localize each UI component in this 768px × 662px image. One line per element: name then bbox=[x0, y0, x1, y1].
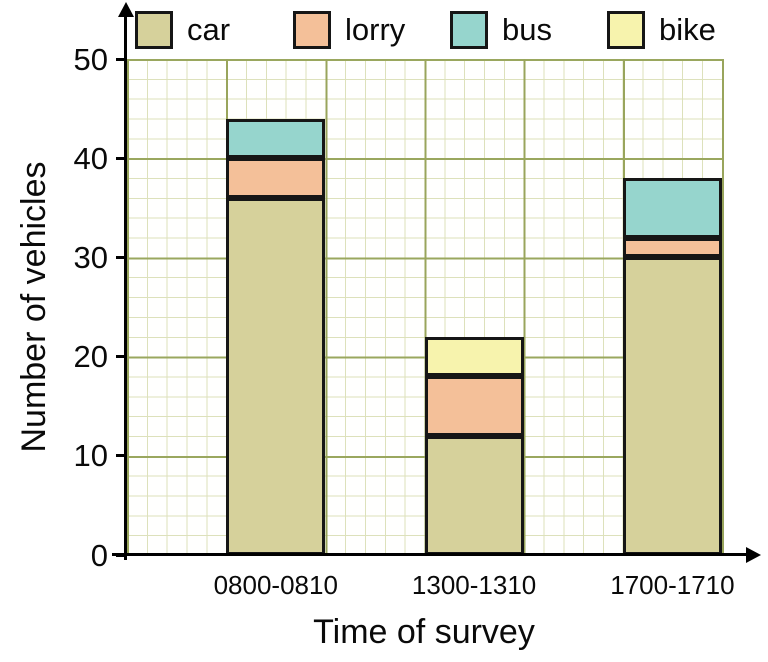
y-tick-30 bbox=[116, 255, 126, 259]
bar-segment-0800-0810-lorry bbox=[226, 158, 326, 198]
y-tick-label-30: 30 bbox=[73, 239, 108, 275]
bar-segment-1700-1710-lorry bbox=[622, 237, 722, 258]
y-tick-40 bbox=[116, 156, 126, 160]
x-axis-title: Time of survey bbox=[313, 613, 535, 651]
y-tick-label-10: 10 bbox=[73, 438, 108, 474]
bar-0800-0810 bbox=[226, 118, 326, 555]
legend-label-lorry: lorry bbox=[345, 12, 406, 47]
bar-1300-1310 bbox=[424, 336, 524, 555]
bar-segment-0800-0810-bus bbox=[226, 118, 326, 159]
bar-segment-0800-0810-car bbox=[226, 197, 326, 555]
y-tick-0 bbox=[116, 553, 126, 557]
x-axis-line bbox=[112, 553, 748, 556]
bar-segment-1300-1310-lorry bbox=[424, 376, 524, 436]
x-category-label-1300-1310: 1300-1310 bbox=[411, 570, 537, 600]
bar-segment-1700-1710-car bbox=[622, 257, 722, 555]
bar-segment-1300-1310-bike bbox=[424, 336, 524, 377]
bike-swatch bbox=[607, 11, 645, 49]
y-tick-50 bbox=[116, 57, 126, 61]
y-tick-10 bbox=[116, 454, 126, 458]
legend-label-bus: bus bbox=[502, 12, 552, 47]
bus-swatch bbox=[450, 11, 488, 49]
plot-area bbox=[127, 59, 724, 555]
bar-1700-1710 bbox=[622, 178, 722, 555]
legend-label-bike: bike bbox=[659, 12, 716, 47]
y-axis-line bbox=[124, 14, 127, 560]
legend-label-car: car bbox=[187, 12, 231, 47]
y-tick-20 bbox=[116, 355, 126, 359]
x-category-label-1700-1710: 1700-1710 bbox=[610, 570, 735, 600]
bar-segment-1300-1310-car bbox=[424, 435, 524, 555]
y-tick-label-0: 0 bbox=[90, 537, 108, 573]
y-axis-arrow-icon bbox=[118, 2, 134, 17]
y-tick-label-40: 40 bbox=[73, 140, 108, 176]
y-tick-label-50: 50 bbox=[73, 41, 108, 77]
x-category-label-0800-0810: 0800-0810 bbox=[213, 570, 338, 600]
y-tick-label-20: 20 bbox=[73, 339, 108, 375]
x-axis-arrow-icon bbox=[746, 546, 761, 563]
y-axis-title: Number of vehicles bbox=[15, 161, 53, 453]
bar-segment-1700-1710-bus bbox=[622, 178, 722, 238]
lorry-swatch bbox=[293, 11, 331, 49]
car-swatch bbox=[135, 11, 173, 49]
